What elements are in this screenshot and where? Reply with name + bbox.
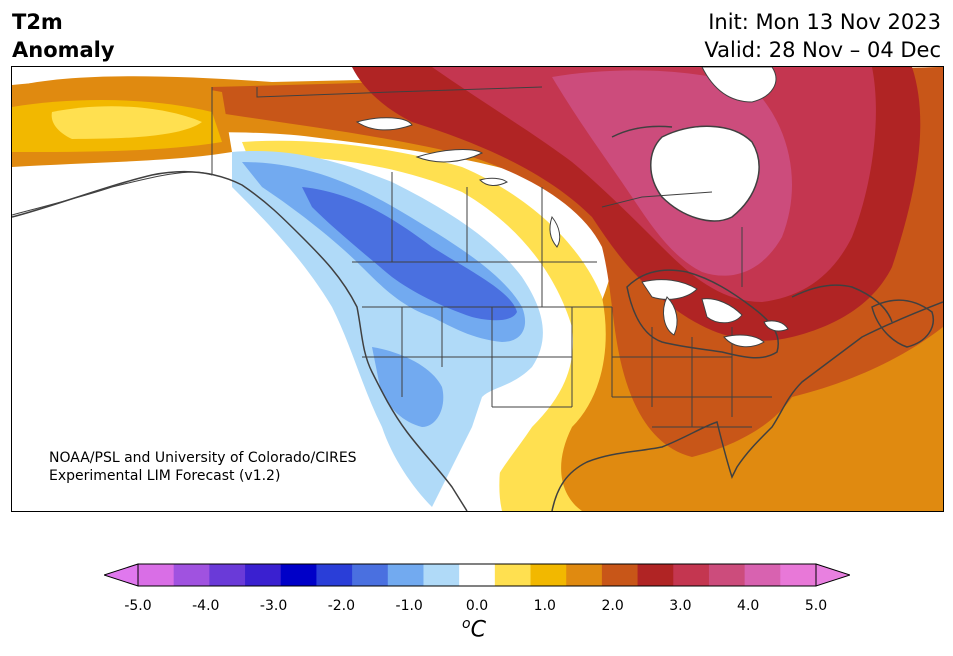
cold-region-deep (302, 187, 517, 321)
colorbar-tick-label: -2.0 (327, 598, 356, 614)
colorbar-segment (245, 564, 282, 586)
credit-text: NOAA/PSL and University of Colorado/CIRE… (49, 449, 357, 485)
colorbar-segment (387, 564, 424, 586)
colorbar-segment (780, 564, 817, 586)
cold-region-southwest (372, 347, 444, 427)
colorbar-segment (352, 564, 389, 586)
colorbar-under-arrow (104, 563, 139, 587)
colorbar-segment (316, 564, 353, 586)
colorbar-border (137, 563, 817, 587)
cold-region-light (232, 151, 543, 507)
forecast-dates: Init: Mon 13 Nov 2023 Valid: 28 Nov – 04… (704, 8, 941, 64)
colorbar (104, 563, 850, 587)
colorbar-segment (744, 564, 781, 586)
coastlines (12, 125, 943, 511)
colorbar-segment (708, 564, 746, 586)
colorbar-unit-label: oC (462, 616, 486, 642)
init-date: Init: Mon 13 Nov 2023 (708, 10, 941, 34)
anomaly-map (11, 66, 944, 512)
colorbar-segment (601, 564, 639, 586)
credit-line1: NOAA/PSL and University of Colorado/CIRE… (49, 450, 357, 466)
unit-base: C (470, 617, 486, 643)
colorbar-tick-label: 4.0 (737, 598, 760, 614)
colorbar-segment (423, 564, 460, 586)
unit-superscript: o (462, 616, 471, 632)
title-anomaly: Anomaly (12, 38, 115, 62)
colorbar-segment (530, 564, 567, 586)
political-boundaries (12, 86, 772, 428)
colorbar-segment (280, 564, 317, 586)
colorbar-tick-label: -1.0 (395, 598, 423, 614)
colorbar-tick-label: 0.0 (465, 598, 489, 614)
colorbar-tick-label: -4.0 (192, 598, 220, 614)
colorbar-tick-label: 3.0 (669, 598, 692, 614)
colorbar-segment (459, 564, 496, 586)
colorbar-tick-label: 1.0 (533, 598, 556, 614)
colorbar-segment (673, 564, 710, 586)
great-lakes (641, 279, 789, 348)
colorbar-tick-label: -3.0 (259, 598, 288, 614)
colorbar-tick-label: 2.0 (601, 598, 624, 614)
transition-white (262, 156, 573, 511)
map-title: T2m Anomaly (12, 8, 115, 64)
colorbar-segment (637, 564, 674, 586)
hudson-bay (650, 125, 760, 222)
colorbar-segment (566, 564, 603, 586)
map-canvas (12, 67, 943, 511)
colorbar-segment (173, 564, 210, 586)
colorbar-over-arrow (815, 563, 850, 587)
alaska-yellow (51, 106, 202, 139)
colorbar-segment (494, 564, 532, 586)
colorbar-tick-label: -5.0 (124, 598, 152, 614)
arctic-water (355, 67, 777, 248)
colorbar-segment (138, 564, 175, 586)
colorbar-segment (209, 564, 246, 586)
colorbar-tick-label: 5.0 (804, 598, 828, 614)
title-variable: T2m (12, 10, 63, 34)
valid-date: Valid: 28 Nov – 04 Dec (704, 38, 941, 62)
credit-line2: Experimental LIM Forecast (v1.2) (49, 468, 281, 484)
